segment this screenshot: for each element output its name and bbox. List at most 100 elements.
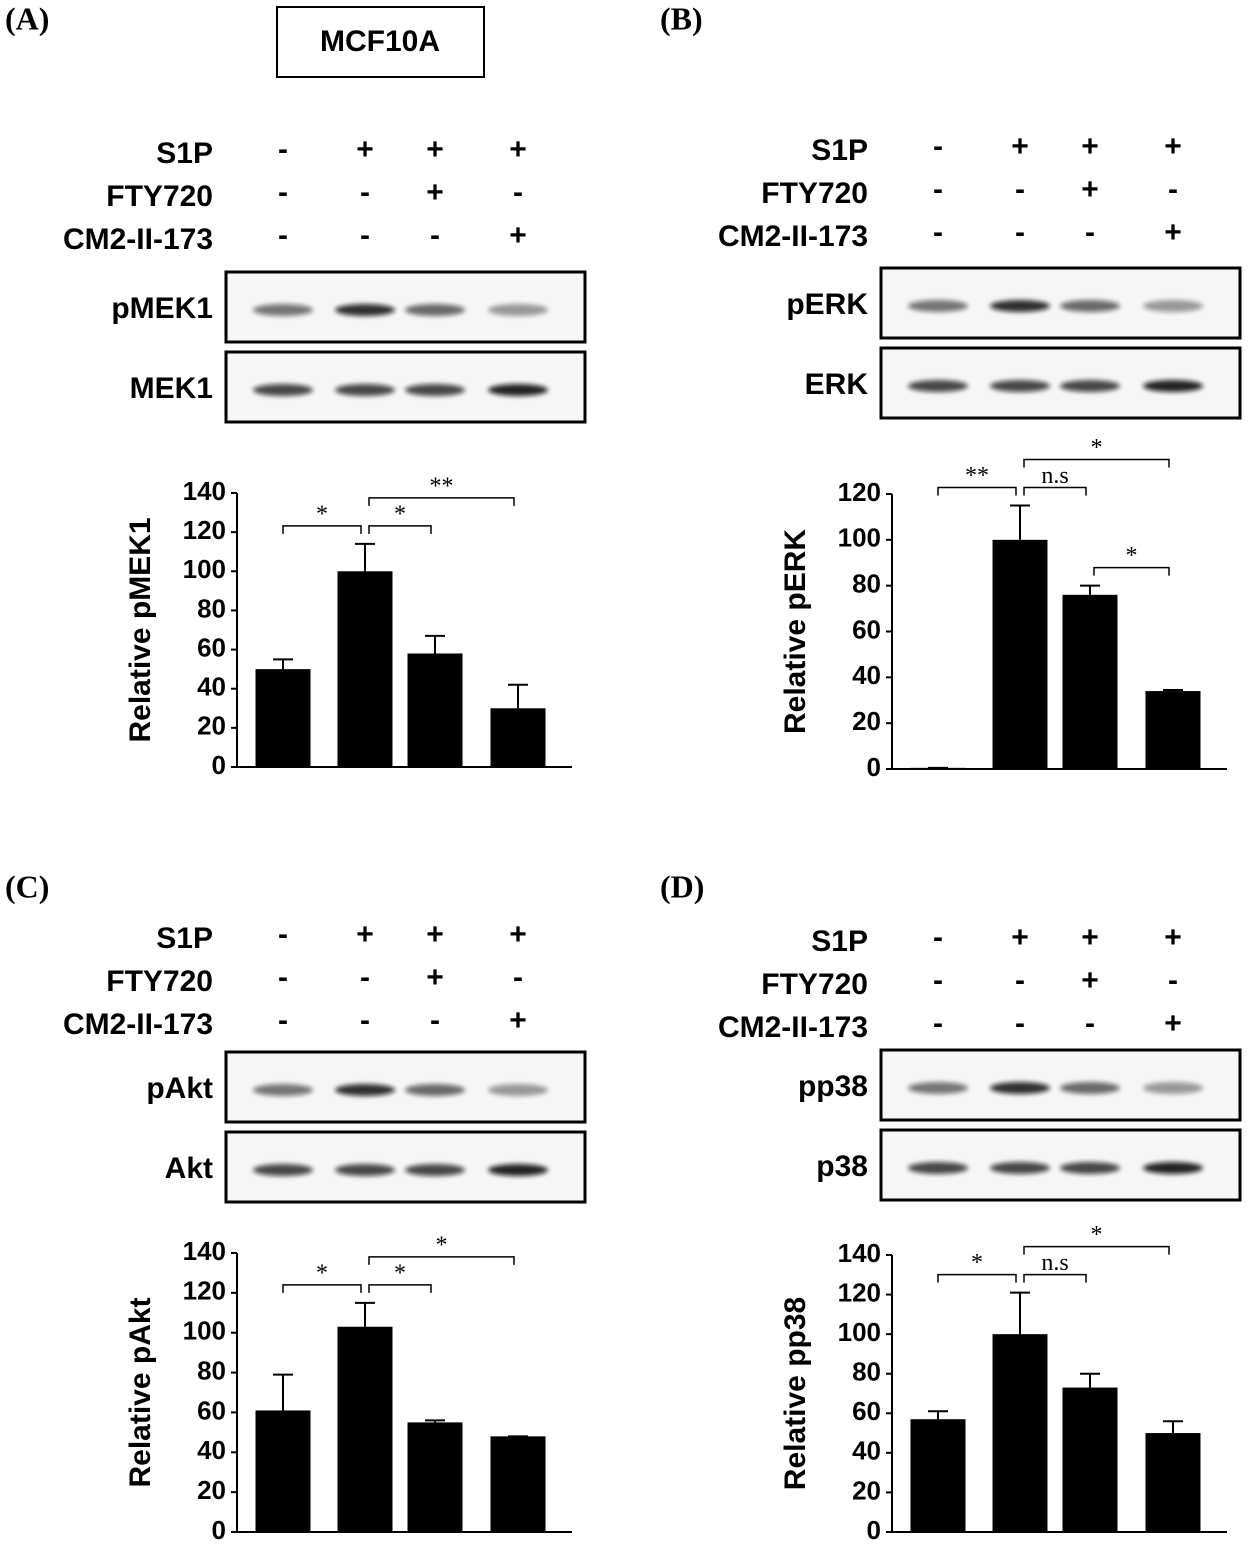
treatment-mark: - — [933, 964, 943, 997]
y-tick-label: 20 — [197, 1475, 226, 1505]
blot-band — [335, 304, 395, 316]
blot-label: ERK — [805, 368, 869, 401]
blot-band — [335, 384, 395, 396]
panel-label: (B) — [660, 0, 703, 36]
bar — [910, 1419, 966, 1532]
significance-bracket — [368, 1284, 432, 1293]
significance-bracket — [368, 497, 515, 506]
blot-band — [335, 1164, 395, 1176]
significance-bracket — [1023, 458, 1170, 468]
treatment-name: CM2-II-173 — [63, 223, 213, 256]
significance-label: ** — [965, 463, 989, 489]
treatment-mark: - — [430, 219, 440, 252]
y-tick-label: 140 — [838, 1238, 881, 1268]
significance-bracket — [1023, 1273, 1087, 1283]
treatment-mark: - — [1085, 216, 1095, 249]
blot-band — [1060, 1082, 1120, 1094]
treatment-mark: + — [509, 1004, 527, 1037]
y-tick-label: 80 — [197, 1355, 226, 1385]
y-tick-label: 140 — [183, 1236, 226, 1266]
treatment-mark: - — [933, 921, 943, 954]
treatment-mark: + — [356, 133, 374, 166]
y-tick-label: 100 — [183, 554, 226, 584]
treatment-mark: + — [426, 133, 444, 166]
significance-bracket — [1023, 1245, 1170, 1255]
blot-band — [488, 384, 548, 396]
y-tick-label: 20 — [852, 706, 881, 736]
blot-band — [908, 1162, 968, 1174]
treatment-mark: + — [509, 219, 527, 252]
y-tick-label: 140 — [183, 476, 226, 506]
significance-bracket — [937, 486, 1017, 496]
blot-band — [253, 304, 313, 316]
treatment-name: FTY720 — [106, 180, 213, 213]
bar — [407, 653, 463, 767]
treatment-mark: - — [933, 130, 943, 163]
treatment-mark: + — [1011, 921, 1029, 954]
treatment-mark: - — [360, 219, 370, 252]
treatment-mark: - — [933, 173, 943, 206]
treatment-mark: - — [360, 961, 370, 994]
treatment-name: CM2-II-173 — [718, 220, 868, 253]
treatment-mark: - — [1168, 173, 1178, 206]
panel-label: (D) — [660, 868, 704, 904]
treatment-mark: + — [426, 176, 444, 209]
blot-band — [405, 1084, 465, 1096]
blot-band — [405, 1164, 465, 1176]
blot-label: pAkt — [146, 1072, 213, 1105]
y-tick-label: 0 — [867, 1515, 881, 1545]
treatment-mark: - — [360, 176, 370, 209]
significance-label: * — [1091, 435, 1103, 461]
treatment-mark: - — [933, 216, 943, 249]
y-tick-label: 120 — [838, 477, 881, 507]
treatment-name: CM2-II-173 — [718, 1011, 868, 1044]
significance-label: * — [316, 1260, 328, 1286]
treatment-name: CM2-II-173 — [63, 1008, 213, 1041]
y-tick-label: 40 — [852, 1436, 881, 1466]
significance-bracket — [1023, 486, 1087, 496]
blot-label: MEK1 — [130, 372, 213, 405]
significance-label: ** — [430, 473, 454, 499]
y-tick-label: 40 — [197, 672, 226, 702]
treatment-mark: - — [278, 133, 288, 166]
treatment-mark: - — [1085, 1007, 1095, 1040]
bar — [992, 539, 1048, 769]
y-tick-label: 80 — [852, 1357, 881, 1387]
treatment-mark: - — [278, 1004, 288, 1037]
y-tick-label: 20 — [852, 1475, 881, 1505]
blot-band — [1143, 300, 1203, 312]
significance-label: * — [971, 1250, 983, 1276]
bar — [337, 1326, 393, 1532]
significance-bracket — [282, 1284, 362, 1293]
blot-band — [1143, 380, 1203, 392]
bar — [1145, 1433, 1201, 1532]
panel-label: (A) — [5, 0, 49, 36]
blot-label: pp38 — [798, 1070, 868, 1103]
treatment-mark: + — [509, 918, 527, 951]
bar — [490, 1436, 546, 1532]
treatment-name: FTY720 — [761, 968, 868, 1001]
significance-bracket — [368, 525, 432, 534]
significance-label: * — [394, 501, 406, 527]
y-axis-label: Relative pMEK1 — [124, 517, 157, 742]
y-axis-label: Relative pAkt — [124, 1297, 157, 1487]
y-tick-label: 120 — [183, 515, 226, 545]
blot-band — [1143, 1162, 1203, 1174]
blot-label: p38 — [816, 1150, 868, 1183]
significance-label: n.s — [1041, 463, 1068, 489]
significance-label: * — [394, 1260, 406, 1286]
significance-label: * — [1091, 1222, 1103, 1248]
treatment-mark: - — [278, 219, 288, 252]
y-axis-label: Relative pp38 — [779, 1297, 812, 1490]
treatment-mark: - — [278, 176, 288, 209]
treatment-mark: - — [1015, 964, 1025, 997]
significance-label: n.s — [1041, 1250, 1068, 1276]
blot-band — [1143, 1082, 1203, 1094]
y-tick-label: 120 — [183, 1276, 226, 1306]
y-tick-label: 100 — [838, 523, 881, 553]
panel-label: (C) — [5, 868, 49, 904]
treatment-mark: - — [360, 1004, 370, 1037]
blot-band — [488, 1084, 548, 1096]
treatment-mark: + — [1164, 216, 1182, 249]
significance-bracket — [1093, 566, 1170, 576]
